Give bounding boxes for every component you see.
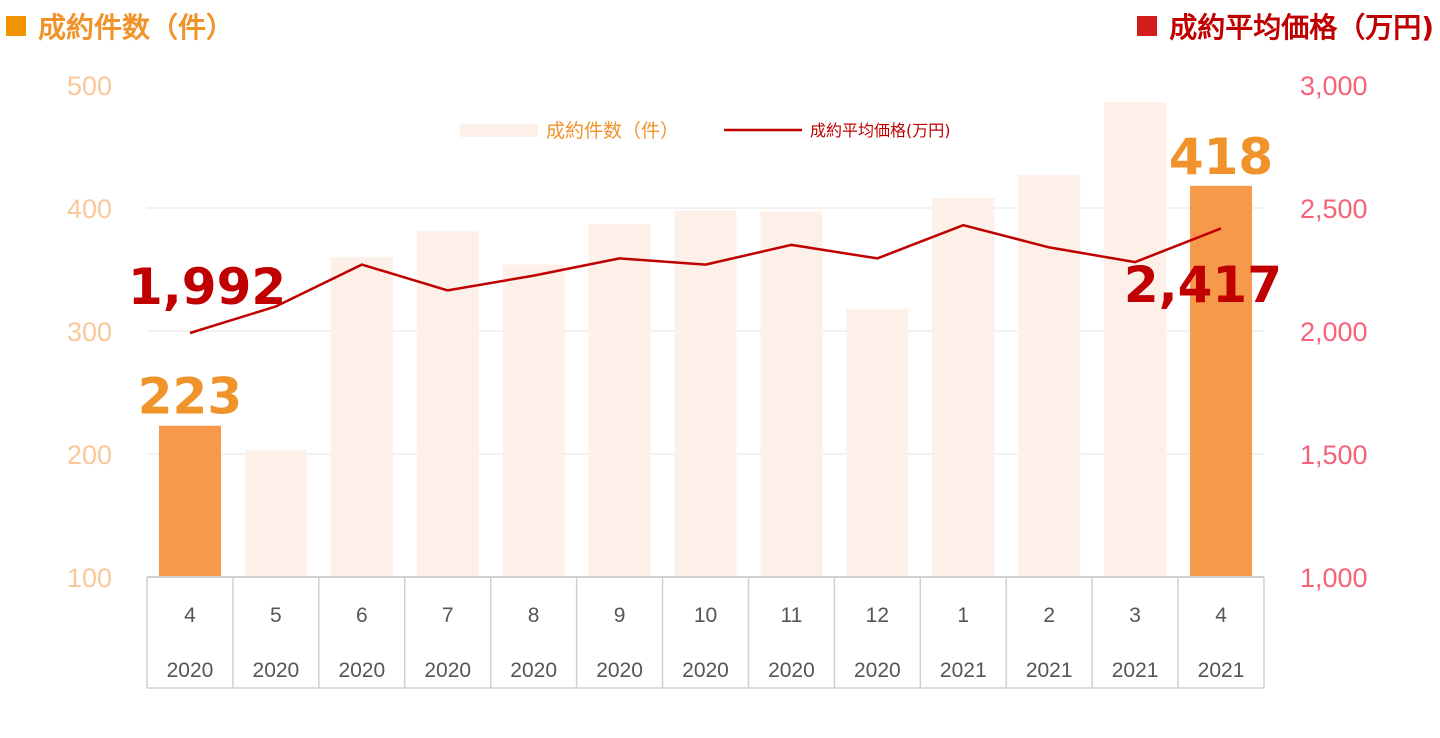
year-label: 2020	[854, 659, 901, 682]
left-tick-label: 300	[67, 317, 112, 347]
price-line	[189, 223, 1222, 335]
bar	[846, 308, 909, 577]
bar-data-label: 223	[138, 368, 242, 426]
year-label: 2021	[940, 659, 987, 682]
month-label: 2	[1043, 604, 1055, 627]
right-tick-label: 2,500	[1300, 194, 1368, 224]
bar	[1190, 185, 1253, 578]
month-label: 3	[1129, 604, 1141, 627]
year-label: 2020	[338, 659, 385, 682]
year-label: 2020	[682, 659, 729, 682]
month-label: 5	[270, 604, 282, 627]
bar	[502, 264, 565, 577]
bar	[760, 211, 823, 577]
red-square-icon	[1137, 16, 1158, 36]
line-data-label: 2,417	[1124, 256, 1282, 314]
bar	[932, 198, 995, 577]
month-label: 6	[356, 604, 368, 627]
month-label: 7	[442, 604, 454, 627]
year-label: 2021	[1198, 659, 1245, 682]
right-tick-label: 1,500	[1300, 440, 1368, 470]
line-data-label: 1,992	[128, 258, 286, 316]
left-tick-label: 400	[67, 194, 112, 224]
bar	[158, 425, 221, 577]
year-label: 2020	[596, 659, 643, 682]
right-axis-title: 成約平均価格（万円)	[1137, 6, 1434, 46]
year-label: 2020	[768, 659, 815, 682]
right-tick-label: 2,000	[1300, 317, 1368, 347]
right-tick-label: 3,000	[1300, 71, 1368, 101]
year-label: 2020	[167, 659, 214, 682]
left-axis-title: 成約件数（件）	[6, 6, 234, 46]
month-label: 12	[866, 604, 889, 627]
left-tick-label: 100	[67, 563, 112, 593]
left-axis-title-text: 成約件数（件）	[38, 11, 235, 44]
left-tick-label: 200	[67, 440, 112, 470]
bar	[674, 210, 737, 577]
month-label: 10	[694, 604, 717, 627]
bar	[244, 450, 307, 577]
year-label: 2021	[1112, 659, 1159, 682]
orange-square-icon	[6, 16, 26, 36]
left-tick-label: 500	[67, 71, 112, 101]
month-label: 11	[781, 604, 803, 627]
bar-data-label: 418	[1169, 128, 1273, 186]
month-label: 8	[528, 604, 540, 627]
legend-line-label: 成約平均価格(万円)	[810, 121, 951, 140]
year-label: 2020	[253, 659, 300, 682]
bar	[330, 257, 393, 577]
bar	[1104, 102, 1167, 577]
bar	[416, 231, 479, 577]
bar	[588, 223, 651, 578]
legend-bar-label: 成約件数（件）	[546, 120, 679, 142]
right-axis-title-text: 成約平均価格（万円)	[1169, 11, 1434, 44]
month-label: 1	[957, 604, 969, 627]
legend-bar-swatch	[460, 124, 538, 137]
month-label: 4	[184, 604, 196, 627]
month-label: 4	[1215, 604, 1227, 627]
right-tick-label: 1,000	[1300, 563, 1368, 593]
year-label: 2021	[1026, 659, 1073, 682]
year-label: 2020	[424, 659, 471, 682]
bar	[1018, 174, 1081, 578]
month-label: 9	[614, 604, 626, 627]
year-label: 2020	[510, 659, 557, 682]
